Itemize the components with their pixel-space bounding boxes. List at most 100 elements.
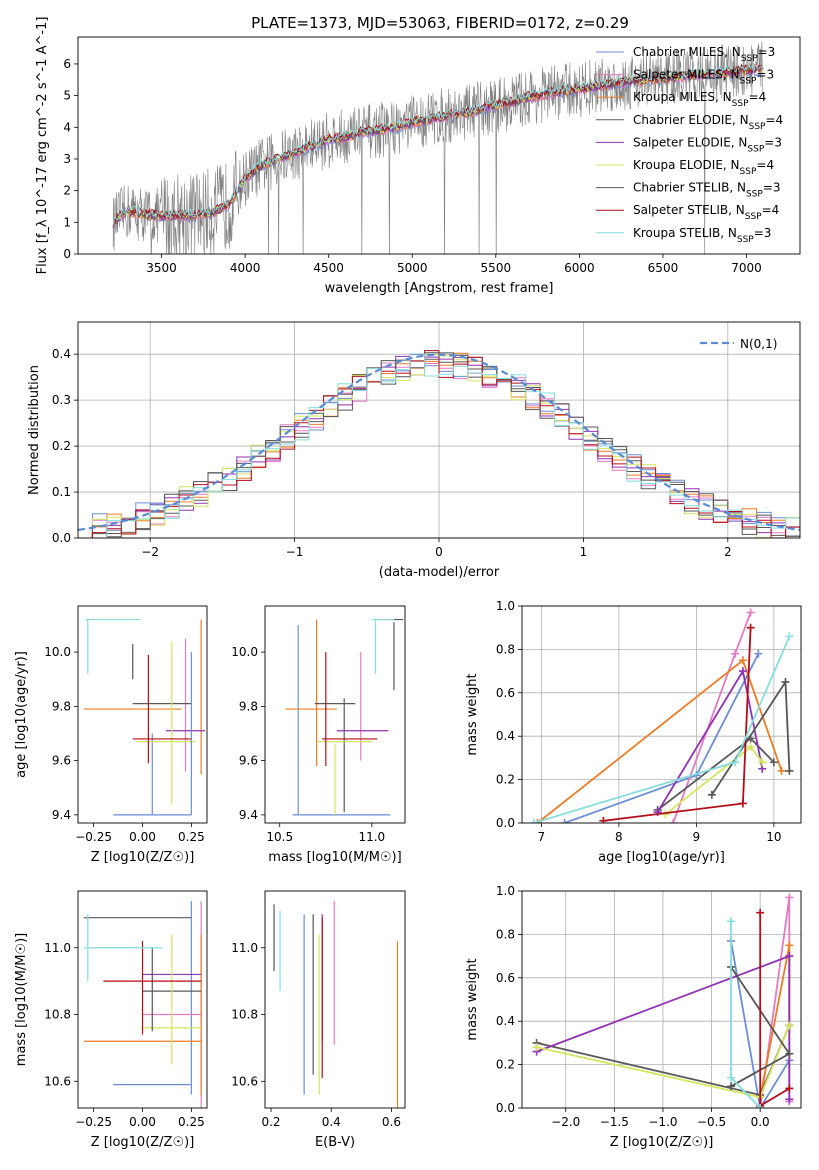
legend-label: Kroupa STELIB, NSSP=3	[633, 226, 771, 245]
weight-marker	[758, 758, 767, 767]
weight-line-7	[603, 627, 752, 822]
y-tick-label: 0.0	[496, 816, 515, 830]
x-tick-label: 10	[766, 830, 781, 844]
y-tick-label: 0	[63, 247, 71, 261]
y-tick-label: 3	[63, 152, 71, 166]
panel-mass-vs-EBV: 0.2 0.4 0.6 10.6 10.8 11.0 E(B-V)	[231, 890, 406, 1150]
x-tick-label: 0.2	[261, 1115, 280, 1129]
y-tick-label: 2	[63, 184, 71, 198]
weight-marker	[738, 667, 747, 676]
x-tick-label: 0	[435, 545, 443, 559]
plot-area	[285, 618, 404, 816]
plot-area	[83, 901, 202, 1108]
weight-marker	[785, 1095, 794, 1104]
y-axis-label: mass weight	[465, 673, 480, 755]
x-tick-label: 10.5	[266, 830, 293, 844]
x-axis-label: wavelength [Angstrom, rest frame]	[325, 281, 554, 296]
weight-marker	[727, 1073, 736, 1082]
x-tick-label: −0.25	[75, 1115, 112, 1129]
x-tick-label: 6500	[648, 261, 679, 275]
plot-area	[273, 901, 399, 1108]
axes-frame	[264, 890, 406, 1109]
axes-frame	[264, 605, 406, 824]
y-axis-label: mass [log10(M/M☉)]	[14, 933, 29, 1066]
plot-area	[78, 350, 800, 538]
panel-residuals: N(0,1) −2 −1 0 1 2 0.0 0.1 0.2 0.3 0.4 (data-model)…	[27, 321, 801, 580]
x-axis-label: mass [log10(M/M☉)]	[268, 850, 401, 865]
x-tick-label: 11.0	[358, 830, 385, 844]
y-tick-label: 9.4	[52, 808, 71, 822]
plot-area	[532, 893, 794, 1108]
y-tick-label: 10.6	[44, 1074, 71, 1088]
hist-8	[78, 353, 800, 538]
x-tick-label: 4000	[230, 261, 261, 275]
y-tick-label: 9.6	[52, 754, 71, 768]
y-axis-label: mass weight	[465, 958, 480, 1040]
panel-weight-vs-age: 7 8 9 10 0.0 0.2 0.4 0.6 0.8 1.0 age [log10(age/yr…	[465, 599, 802, 865]
figure-title: PLATE=1373, MJD=53063, FIBERID=0172, z=0…	[251, 14, 629, 32]
x-tick-label: 6000	[564, 261, 595, 275]
y-tick-label: 0.8	[496, 642, 515, 656]
y-tick-label: 0.2	[496, 773, 515, 787]
y-tick-label: 5	[63, 89, 71, 103]
weight-marker	[746, 608, 755, 617]
weight-marker	[756, 1104, 765, 1108]
weight-marker	[777, 766, 786, 775]
legend-label: Salpeter STELIB, NSSP=4	[633, 203, 779, 222]
x-axis-label: E(B-V)	[315, 1135, 355, 1150]
panel-age-vs-mass: 10.5 11.0 9.4 9.6 9.8 10.0 mass [log10(M/M☉)]	[231, 605, 406, 865]
axes-frame	[77, 36, 801, 255]
legend-label: Chabrier ELODIE, NSSP=4	[633, 113, 783, 132]
y-tick-label: 9.8	[52, 699, 71, 713]
y-tick-label: 1.0	[496, 599, 515, 613]
legend-label: Chabrier STELIB, NSSP=3	[633, 181, 781, 200]
y-tick-label: 0.2	[496, 1058, 515, 1072]
x-axis-label: Z [log10(Z/Z☉)]	[91, 1135, 195, 1150]
x-tick-label: 3500	[146, 261, 177, 275]
plot-area	[112, 41, 764, 254]
x-tick-label: −0.5	[697, 1115, 726, 1129]
weight-marker	[781, 677, 790, 686]
weight-marker	[785, 766, 794, 775]
y-axis-label: age [log10(age/yr)]	[14, 651, 29, 778]
y-tick-label: 0.2	[52, 439, 71, 453]
weight-marker	[738, 799, 747, 808]
axes-frame	[521, 605, 802, 824]
y-tick-label: 10.8	[231, 1008, 258, 1022]
legend-label: Kroupa MILES, NSSP=4	[633, 90, 766, 109]
plot-area	[83, 618, 206, 816]
y-tick-label: 1	[63, 215, 71, 229]
weight-marker	[738, 656, 747, 665]
weight-marker	[746, 623, 755, 632]
x-axis-label: Z [log10(Z/Z☉)]	[91, 850, 195, 865]
weight-marker	[785, 1084, 794, 1093]
y-tick-label: 0.4	[52, 347, 71, 361]
x-tick-label: 0.4	[322, 1115, 341, 1129]
x-tick-label: 5500	[481, 261, 512, 275]
y-tick-label: 9.6	[239, 754, 258, 768]
weight-marker	[560, 819, 569, 823]
weight-marker	[529, 819, 538, 823]
x-tick-label: 4500	[313, 261, 344, 275]
weight-marker	[669, 819, 678, 823]
normal-curve	[78, 353, 800, 531]
weight-marker	[756, 908, 765, 917]
legend-label: N(0,1)	[740, 337, 777, 351]
axes-frame	[77, 605, 208, 824]
weight-marker	[785, 1049, 794, 1058]
x-tick-label: 7000	[731, 261, 762, 275]
x-axis-label: Z [log10(Z/Z☉)]	[610, 1135, 714, 1150]
weight-marker	[785, 952, 794, 961]
x-tick-label: 0.25	[178, 1115, 205, 1129]
weight-marker	[785, 893, 794, 902]
y-tick-label: 9.8	[239, 699, 258, 713]
weight-line-0	[564, 653, 760, 823]
x-tick-label: 0.6	[382, 1115, 401, 1129]
weight-marker	[533, 819, 542, 823]
x-tick-label: 0.0	[751, 1115, 770, 1129]
y-tick-label: 0.0	[52, 531, 71, 545]
axes-frame	[521, 890, 802, 1109]
